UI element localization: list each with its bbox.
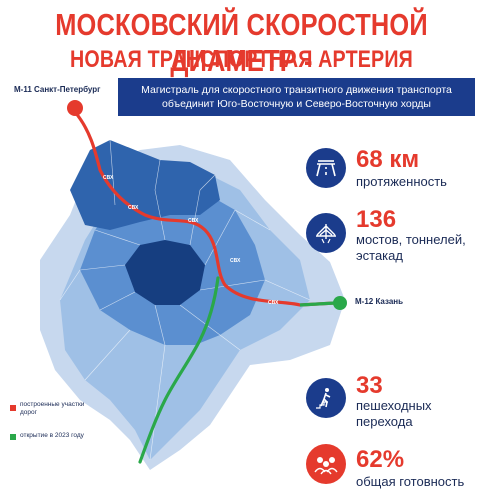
stat-label-readiness: общая готовность — [356, 474, 465, 489]
map-region-center — [125, 240, 205, 305]
pedestrian-icon — [306, 378, 346, 418]
end-label: М-12 Казань — [355, 297, 404, 306]
legend-label-opening: открытие в 2023 году — [20, 432, 84, 439]
stat-label-crossings: пешеходных перехода — [356, 398, 432, 429]
moscow-map — [40, 100, 347, 470]
ring-label-2: СВХ — [128, 205, 139, 211]
stat-value-crossings: 33 — [356, 372, 383, 399]
route-opening-2023-east — [299, 301, 336, 307]
subtitle-banner: Магистраль для скоростного транзитного д… — [118, 78, 475, 116]
district-borders — [59, 139, 311, 461]
stat-label-length: протяженность — [356, 174, 447, 189]
ring-label-3: СВХ — [188, 218, 199, 224]
legend-swatch-built — [10, 405, 16, 411]
legend-label-built: построенные участки дорог — [20, 401, 85, 416]
ring-label-5: СВХ — [268, 300, 279, 306]
route-opening-2023 — [138, 276, 220, 464]
stat-label-structures: мостов, тоннелей, эстакад — [356, 232, 466, 263]
route-built — [73, 110, 337, 307]
map-region-north — [70, 140, 220, 230]
end-marker — [333, 296, 347, 310]
ring-label-4: СВХ — [230, 258, 241, 264]
stat-value-structures: 136 — [356, 206, 397, 233]
stat-value-readiness: 62% — [356, 446, 405, 473]
workers-icon — [306, 444, 346, 484]
stat-value-length: 68 км — [356, 146, 420, 173]
bridge-icon — [306, 213, 346, 253]
title-line-1: МОСКОВСКИЙ СКОРОСТНОЙ ДИАМЕТР - — [55, 7, 428, 78]
legend-swatch-opening — [10, 434, 16, 440]
road-icon — [306, 148, 346, 188]
start-label: М-11 Санкт-Петербург — [14, 85, 101, 94]
ring-label-1: СВХ — [103, 175, 114, 181]
start-marker — [67, 100, 83, 116]
